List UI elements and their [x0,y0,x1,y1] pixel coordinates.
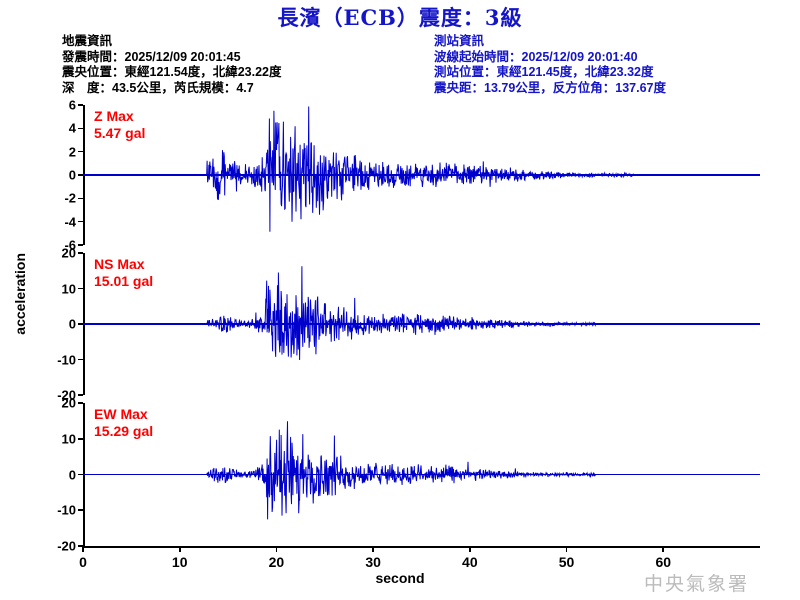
max-acceleration-label-ns: NS Max 15.01 gal [94,256,153,290]
y-tick-label-ns-20: 20 [61,245,76,261]
x-tick-30 [372,546,374,552]
station-info-heading: 測站資訊 [434,34,485,48]
max-channel-name-ns: NS Max [94,256,145,272]
y-tick-ew-20 [78,402,83,404]
y-tick-label-ns--10: -10 [57,352,76,367]
x-tick-50 [565,546,568,552]
x-tick-label-60: 60 [655,554,672,570]
y-tick-label-ew--10: -10 [57,502,76,518]
earthquake-origin-time: 發震時間：2025/12/09 20:01:45 [62,49,241,64]
page-title: 長濱（ECB）震度：3級 [277,5,523,30]
x-tick-10 [178,546,181,552]
max-value-ns: 15.01 gal [94,273,154,289]
max-channel-name-ew: EW Max [94,406,148,422]
x-tick-60 [662,546,665,552]
y-tick-z-0 [78,174,83,176]
zero-baseline-ns [83,323,760,325]
y-tick-label-z--6: -6 [64,237,76,253]
y-tick-z-2 [78,150,83,153]
y-tick-label-z--4: -4 [64,214,76,230]
y-tick-label-ew--20: -20 [57,538,76,554]
waveform-trace-z [83,106,760,232]
earthquake-info-heading: 地震資訊 [62,34,113,48]
y-tick-z-6 [78,104,83,106]
y-tick-label-z--2: -2 [64,190,76,206]
waveform-panel-z: 6 4 2 0 -2 -4 -6 Z Max 5.47 gal [64,98,760,253]
y-tick-ns-10 [78,287,83,290]
y-tick-ew--20 [78,545,83,547]
waveform-trace-ew [83,421,760,520]
agency-watermark: 中央氣象署 [644,573,750,595]
y-tick-label-z-6: 6 [68,97,76,113]
y-tick-ew--10 [78,509,83,512]
y-tick-label-ew-10: 10 [61,431,76,447]
y-tick-ns-20 [78,252,83,254]
y-tick-label-z-2: 2 [68,144,76,160]
y-tick-label-ns--20: -20 [57,387,76,403]
max-value-z: 5.47 gal [94,125,146,141]
station-location: 測站位置：東經121.45度，北緯23.32度 [434,65,654,79]
y-tick-z-4 [78,127,83,130]
waveform-panel-ns: 20 10 0 -10 -20 NS Max 15.01 gal [57,246,760,403]
y-tick-ns--10 [78,358,83,361]
y-tick-label-ns-0: 0 [68,316,76,332]
y-tick-ns-0 [78,323,83,325]
y-tick-label-ew-20: 20 [61,395,76,411]
y-tick-label-ew-0: 0 [68,467,76,482]
earthquake-epicenter: 震央位置：東經121.54度，北緯23.22度 [62,65,282,79]
waveform-panel-ew: 20 10 0 -10 -20 EW Max 15.29 gal [57,396,760,554]
x-tick-label-50: 50 [558,554,575,570]
x-tick-label-40: 40 [462,554,478,570]
y-tick-z--2 [78,197,83,200]
x-axis-line: 0 10 20 30 40 50 60 [79,546,760,570]
station-start-time: 波線起始時間：2025/12/09 20:01:40 [434,49,638,64]
y-tick-z--6 [78,244,83,246]
x-tick-label-20: 20 [268,554,285,570]
zero-baseline-z [83,174,760,176]
x-tick-label-0: 0 [79,554,87,570]
x-tick-0 [82,546,84,552]
y-tick-label-z-4: 4 [68,120,76,136]
max-acceleration-label-ew: EW Max 15.29 gal [94,406,153,440]
y-tick-ew-0 [78,473,83,476]
y-tick-ns--20 [78,394,83,396]
waveform-trace-ns [83,266,760,361]
max-value-ew: 15.29 gal [94,423,154,439]
y-tick-label-ns-10: 10 [61,281,76,296]
x-axis-title: second [375,570,425,586]
y-tick-ew-10 [78,437,83,440]
y-tick-label-z-0: 0 [68,167,76,183]
x-tick-label-30: 30 [365,554,381,570]
earthquake-info-block: 地震資訊 發震時間：2025/12/09 20:01:45 震央位置：東經121… [62,34,282,96]
max-channel-name-z: Z Max [94,108,134,124]
earthquake-depth-magnitude: 深 度：43.5公里，芮氏規模：4.7 [62,80,254,95]
x-tick-40 [469,546,471,552]
max-acceleration-label-z: Z Max 5.47 gal [94,108,145,142]
x-tick-label-10: 10 [171,554,188,570]
station-epicentral-distance: 震央距：13.79公里，反方位角：137.67度 [434,80,667,95]
station-info-block: 測站資訊 波線起始時間：2025/12/09 20:01:40 測站位置：東經1… [434,34,666,96]
y-tick-z--4 [78,220,83,223]
x-tick-20 [275,546,278,552]
